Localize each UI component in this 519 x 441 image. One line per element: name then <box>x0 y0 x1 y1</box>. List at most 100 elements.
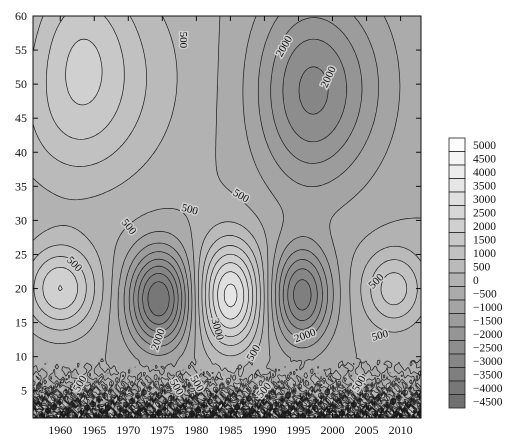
contour-cell <box>72 124 76 128</box>
contour-cell <box>108 193 112 197</box>
contour-cell <box>81 415 85 418</box>
contour-cell <box>129 142 133 146</box>
contour-cell <box>90 169 94 173</box>
contour-cell <box>96 328 100 332</box>
contour-cell <box>42 79 46 83</box>
contour-cell <box>90 289 94 293</box>
contour-cell <box>72 67 76 71</box>
contour-cell <box>39 136 43 140</box>
contour-cell <box>66 241 70 245</box>
contour-cell <box>63 97 67 101</box>
contour-cell <box>138 139 142 143</box>
contour-cell <box>126 211 130 215</box>
contour-cell <box>135 103 139 107</box>
contour-cell <box>78 79 82 83</box>
contour-cell <box>51 160 55 164</box>
contour-cell <box>96 199 100 203</box>
contour-cell <box>48 166 52 170</box>
contour-cell <box>105 304 109 308</box>
contour-cell <box>99 283 103 287</box>
contour-cell <box>51 238 55 242</box>
contour-cell <box>78 343 82 347</box>
contour-cell <box>87 136 91 140</box>
contour-cell <box>33 97 37 101</box>
contour-cell <box>36 85 40 89</box>
contour-cell <box>81 376 85 380</box>
contour-cell <box>117 112 121 116</box>
contour-cell <box>81 163 85 167</box>
contour-cell <box>54 217 58 221</box>
contour-cell <box>75 55 79 59</box>
contour-cell <box>120 280 124 284</box>
contour-cell <box>90 73 94 77</box>
contour-cell <box>78 175 82 179</box>
contour-cell <box>51 334 55 338</box>
contour-cell <box>51 277 55 281</box>
contour-cell <box>60 112 64 116</box>
contour-cell <box>123 97 127 101</box>
contour-cell <box>66 364 70 368</box>
contour-cell <box>72 154 76 158</box>
contour-cell <box>42 358 46 362</box>
contour-cell <box>99 16 103 20</box>
contour-cell <box>54 166 58 170</box>
contour-cell <box>36 280 40 284</box>
contour-cell <box>45 232 49 236</box>
contour-cell <box>78 85 82 89</box>
contour-cell <box>108 271 112 275</box>
contour-cell <box>60 70 64 74</box>
contour-cell <box>138 85 142 89</box>
contour-cell <box>33 313 37 317</box>
contour-cell <box>81 94 85 98</box>
contour-cell <box>84 355 88 359</box>
contour-cell <box>75 184 79 188</box>
contour-cell <box>63 28 67 32</box>
contour-cell <box>60 397 64 401</box>
contour-cell <box>66 148 70 152</box>
contour-cell <box>138 193 142 197</box>
contour-cell <box>108 202 112 206</box>
contour-cell <box>87 322 91 326</box>
contour-cell <box>48 112 52 116</box>
contour-cell <box>33 100 37 104</box>
contour-cell <box>129 58 133 62</box>
contour-cell <box>42 55 46 59</box>
contour-cell <box>105 283 109 287</box>
contour-cell <box>66 277 70 281</box>
contour-cell <box>51 265 55 269</box>
contour-cell <box>105 295 109 299</box>
contour-cell <box>96 100 100 104</box>
contour-cell <box>72 109 76 113</box>
contour-cell <box>45 40 49 44</box>
contour-cell <box>51 28 55 32</box>
contour-cell <box>36 25 40 29</box>
contour-cell <box>42 256 46 260</box>
contour-cell <box>87 286 91 290</box>
contour-cell <box>99 55 103 59</box>
contour-cell <box>87 331 91 335</box>
contour-cell <box>99 310 103 314</box>
contour-cell <box>99 370 103 374</box>
contour-cell <box>111 334 115 338</box>
contour-cell <box>123 298 127 302</box>
contour-cell <box>78 199 82 203</box>
contour-cell <box>42 67 46 71</box>
contour-cell <box>45 214 49 218</box>
contour-cell <box>84 181 88 185</box>
contour-cell <box>36 142 40 146</box>
contour-cell <box>48 373 52 377</box>
contour-cell <box>45 154 49 158</box>
contour-cell <box>63 31 67 35</box>
contour-cell <box>66 61 70 65</box>
contour-cell <box>48 328 52 332</box>
contour-cell <box>135 136 139 140</box>
contour-cell <box>48 307 52 311</box>
contour-cell <box>111 79 115 83</box>
contour-cell <box>120 349 124 353</box>
contour-cell <box>96 130 100 134</box>
contour-cell <box>36 196 40 200</box>
contour-cell <box>33 169 37 173</box>
contour-cell <box>72 217 76 221</box>
contour-cell <box>132 169 136 173</box>
contour-cell <box>93 58 97 62</box>
